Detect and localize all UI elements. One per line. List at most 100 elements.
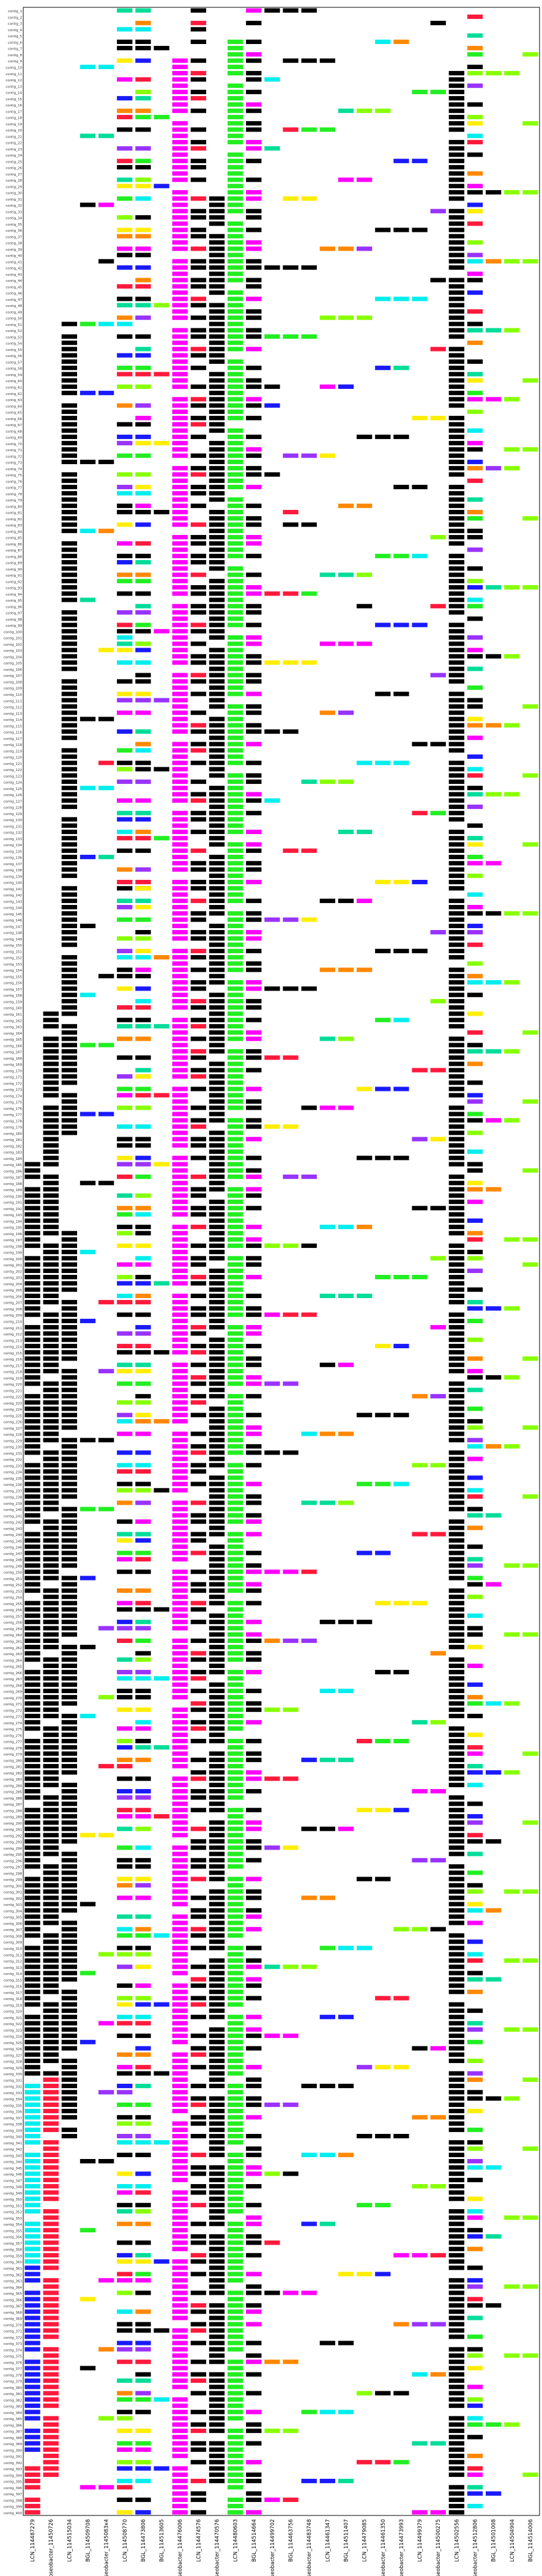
heatmap-cell (172, 998, 188, 1004)
heatmap-cell (227, 1450, 243, 1455)
heatmap-cell (522, 773, 538, 778)
heatmap-cell (43, 1387, 59, 1392)
heatmap-cell (448, 867, 465, 872)
heatmap-cell (467, 33, 483, 38)
heatmap-cell (190, 879, 207, 885)
row-tick-label: contig_235 (4, 1477, 23, 1481)
heatmap-cell (448, 817, 465, 822)
heatmap-cell (172, 610, 188, 615)
heatmap-cell (522, 1356, 538, 1361)
heatmap-cell (43, 1456, 59, 1461)
heatmap-cell (209, 1632, 225, 1637)
heatmap-cell (227, 861, 243, 866)
heatmap-cell (209, 1105, 225, 1110)
heatmap-cell (190, 1412, 207, 1417)
heatmap-cell (61, 1651, 78, 1656)
heatmap-cell (24, 1212, 40, 1217)
row-tick-label: contig_317 (4, 1991, 23, 1995)
row-tick-label: contig_10 (6, 66, 22, 70)
heatmap-cell (227, 1532, 243, 1537)
heatmap-cell (448, 2316, 465, 2320)
heatmap-cell (448, 948, 465, 953)
heatmap-cell (227, 2347, 243, 2352)
heatmap-cell (227, 817, 243, 822)
heatmap-cell (43, 1544, 59, 1549)
heatmap-cell (61, 829, 78, 835)
heatmap-cell (227, 1419, 243, 1424)
heatmap-cell (209, 2234, 225, 2239)
heatmap-cell (246, 1087, 262, 1091)
heatmap-cell (227, 2510, 243, 2515)
heatmap-cell (227, 2240, 243, 2245)
heatmap-cell (448, 1519, 465, 1524)
heatmap-cell (190, 2165, 207, 2170)
heatmap-cell (467, 1990, 483, 1995)
heatmap-cell (246, 447, 262, 452)
heatmap-cell (246, 879, 262, 885)
heatmap-cell (117, 622, 133, 627)
heatmap-cell (227, 1563, 243, 1568)
heatmap-cell (61, 1275, 78, 1280)
heatmap-cell (283, 2033, 299, 2039)
heatmap-cell (467, 2422, 483, 2427)
heatmap-cell (43, 2435, 59, 2440)
heatmap-cell (209, 1801, 225, 1806)
heatmap-cell (246, 917, 262, 922)
heatmap-cell (448, 1507, 465, 1511)
row-tick-label: contig_48 (6, 304, 22, 308)
heatmap-cell (448, 1218, 465, 1223)
heatmap-cell (209, 1638, 225, 1644)
heatmap-cell (246, 1193, 262, 1198)
row-tick-label: contig_84 (6, 530, 22, 534)
row-tick-label: contig_369 (4, 2317, 23, 2321)
heatmap-cell (246, 1275, 262, 1280)
heatmap-cell (24, 2504, 40, 2509)
heatmap-cell (504, 1889, 520, 1894)
heatmap-cell (172, 616, 188, 621)
heatmap-cell (24, 1713, 40, 1719)
heatmap-cell (135, 284, 151, 289)
heatmap-cell (61, 1770, 78, 1775)
heatmap-cell (227, 723, 243, 728)
heatmap-cell (117, 1601, 133, 1606)
heatmap-cell (227, 2115, 243, 2120)
heatmap-cell (448, 1795, 465, 1800)
heatmap-cell (135, 1312, 151, 1317)
heatmap-cell (172, 641, 188, 646)
heatmap-cell (375, 2460, 391, 2465)
heatmap-cell (172, 491, 188, 496)
heatmap-cell (338, 1946, 354, 1950)
heatmap-cell (319, 2152, 336, 2157)
heatmap-cell (135, 403, 151, 408)
heatmap-cell (135, 698, 151, 703)
heatmap-cell (172, 973, 188, 978)
heatmap-cell (190, 1469, 207, 1474)
heatmap-cell (172, 2466, 188, 2471)
heatmap-cell (467, 1030, 483, 1035)
heatmap-cell (227, 1156, 243, 1161)
heatmap-cell (190, 278, 207, 282)
heatmap-cell (375, 1670, 391, 1675)
heatmap-cell (135, 1538, 151, 1543)
row-tick-label: contig_185 (4, 1164, 23, 1167)
heatmap-cell (209, 1720, 225, 1725)
heatmap-cell (154, 629, 169, 633)
heatmap-cell (375, 948, 391, 953)
row-tick-label: contig_290 (4, 1822, 23, 1826)
heatmap-cell (467, 1921, 483, 1925)
heatmap-cell (172, 1883, 188, 1888)
heatmap-cell (172, 2297, 188, 2301)
heatmap-cell (227, 692, 243, 696)
heatmap-cell (227, 980, 243, 985)
heatmap-cell (172, 1914, 188, 1919)
heatmap-cell (209, 265, 225, 270)
heatmap-cell (43, 2334, 59, 2339)
row-tick-label: contig_176 (4, 1107, 23, 1111)
heatmap-cell (61, 610, 78, 615)
row-tick-label: contig_336 (4, 2111, 23, 2114)
heatmap-cell (24, 1544, 40, 1549)
row-tick-label: contig_339 (4, 2129, 23, 2133)
heatmap-cell (375, 1738, 391, 1744)
row-tick-label: contig_130 (4, 819, 23, 822)
heatmap-cell (43, 2397, 59, 2402)
